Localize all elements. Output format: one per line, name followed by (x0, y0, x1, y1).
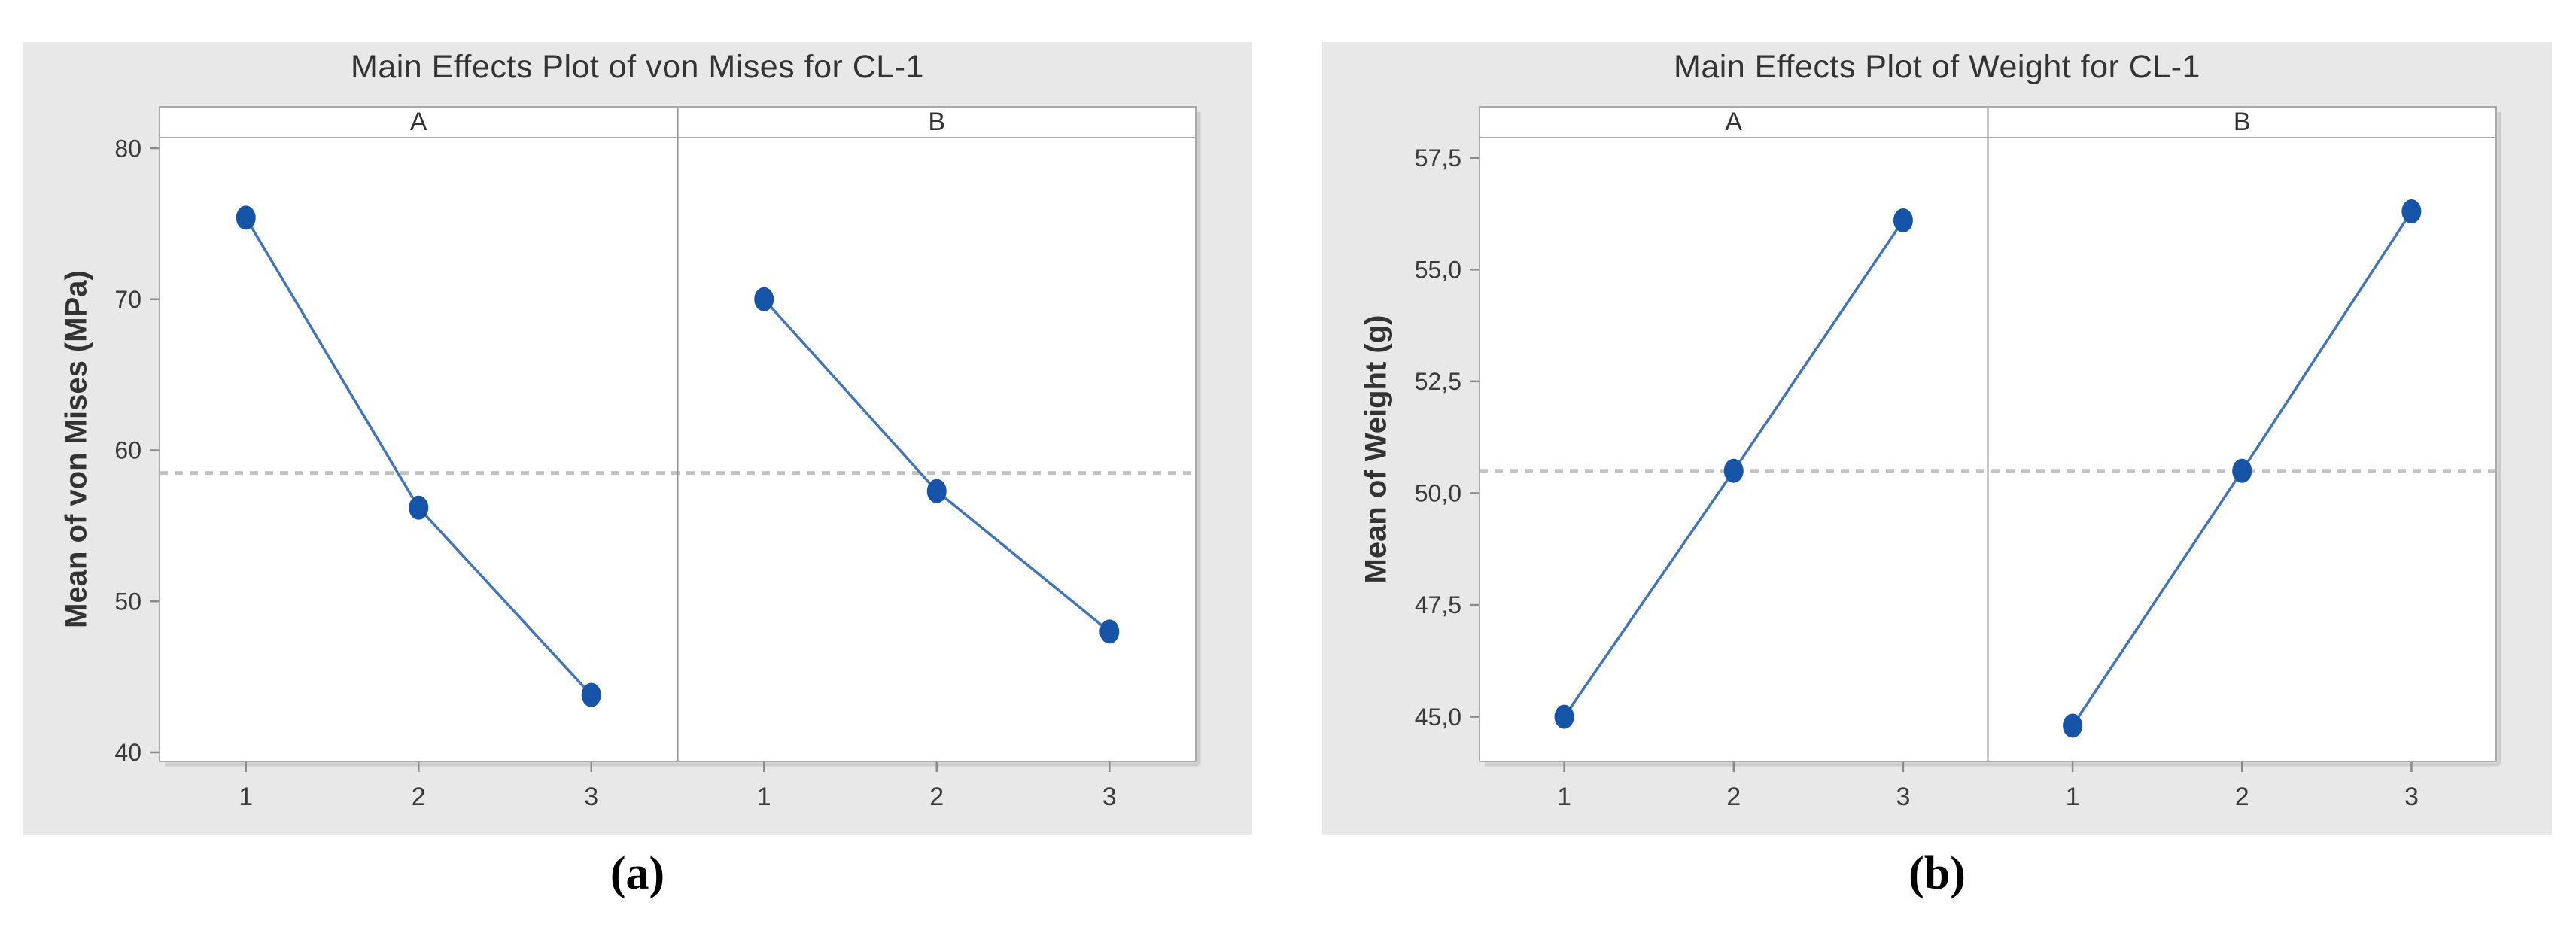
data-point (1893, 208, 1913, 232)
data-point (1554, 704, 1574, 729)
y-tick-label: 50 (114, 588, 141, 615)
data-point (2401, 199, 2422, 224)
data-point (236, 205, 256, 230)
x-tick-label: 1 (1557, 783, 1571, 811)
figure-von-mises: Main Effects Plot of von Mises for CL-1 … (23, 42, 1252, 835)
x-tick-label: 3 (1102, 783, 1117, 811)
data-point (409, 495, 429, 520)
von-mises-plot-canvas: 80 70 60 50 40 A 1 2 3 B 1 2 3 (114, 106, 1201, 811)
plot-border (159, 106, 1197, 762)
y-tick-label: 70 (114, 286, 141, 313)
panel-label: B (928, 108, 945, 136)
chart-title: Main Effects Plot of von Mises for CL-1 (351, 49, 924, 85)
chart-title: Main Effects Plot of Weight for CL-1 (1674, 49, 2200, 85)
weight-plot-canvas: 57,5 55,0 52,5 50,0 47,5 45,0 A 1 2 3 B 1 2 3 (1415, 106, 2501, 811)
x-tick-label: 2 (2235, 783, 2249, 811)
panel-label: A (410, 108, 427, 136)
y-tick-label: 50,0 (1415, 480, 1461, 507)
x-tick-label: 3 (1896, 783, 1910, 811)
x-tick-label: 1 (239, 783, 253, 811)
data-point (754, 287, 774, 311)
y-tick-label: 57,5 (1415, 144, 1461, 172)
data-point (1099, 619, 1120, 644)
x-tick-label: 2 (929, 783, 944, 811)
x-tick-label: 3 (2404, 783, 2419, 811)
caption-b: (b) (1908, 848, 1966, 899)
y-tick-label: 55,0 (1415, 257, 1461, 284)
y-tick-label: 45,0 (1415, 704, 1461, 731)
plot-border (1479, 106, 2497, 762)
data-point (1723, 458, 1744, 483)
y-tick-label: 40 (114, 739, 141, 766)
data-point (2063, 713, 2083, 738)
x-tick-label: 3 (584, 783, 598, 811)
data-point (581, 682, 601, 707)
panel-label: A (1725, 108, 1742, 136)
figure-weight: Main Effects Plot of Weight for CL-1 Mea… (1322, 42, 2552, 835)
data-point (2232, 458, 2252, 483)
y-tick-label: 47,5 (1415, 591, 1461, 618)
x-tick-label: 1 (2066, 783, 2080, 811)
caption-a: (a) (610, 848, 665, 899)
x-tick-label: 2 (412, 783, 426, 811)
x-tick-label: 1 (757, 783, 771, 811)
data-point (926, 479, 947, 503)
panel-label: B (2234, 108, 2251, 136)
y-tick-label: 80 (114, 135, 141, 162)
y-tick-label: 60 (114, 437, 141, 464)
x-tick-label: 2 (1726, 783, 1741, 811)
y-tick-label: 52,5 (1415, 368, 1461, 395)
